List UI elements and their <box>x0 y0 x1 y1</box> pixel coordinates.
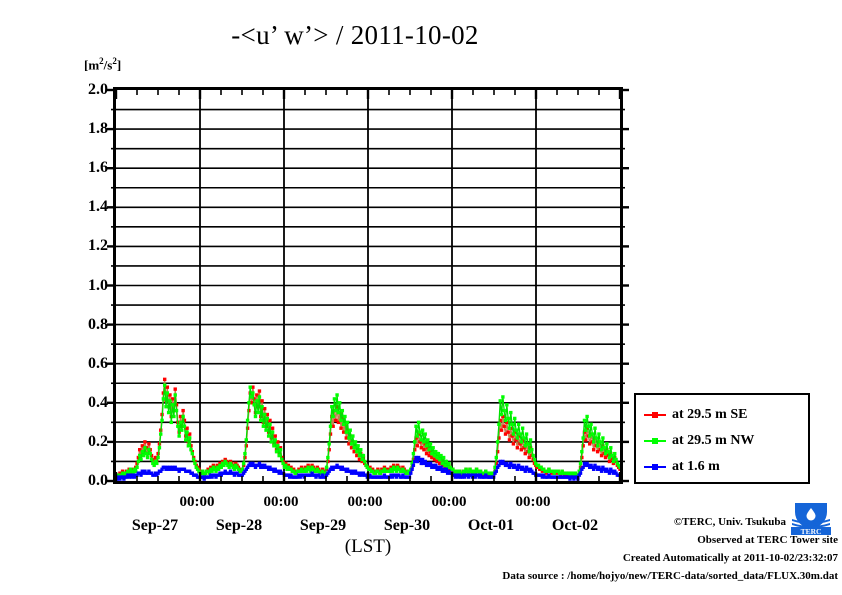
x-time-tick-label: 00:00 <box>263 494 299 510</box>
y-units-sup2: 2 <box>112 56 117 66</box>
footer-data-source: Data source : /home/hojyo/new/TERC-data/… <box>502 570 838 582</box>
footer-created-timestamp: Created Automatically at 2011-10-02/23:3… <box>622 552 838 564</box>
x-date-tick-label: Sep-30 <box>383 517 431 534</box>
y-tick-label: 0.2 <box>88 432 108 450</box>
y-axis-tick-labels: 2.0 1.8 1.6 1.4 1.2 1.0 0.8 0.6 0.4 0.2 0.0 <box>56 82 108 489</box>
legend-marker-icon <box>644 410 666 420</box>
legend-item[interactable]: at 29.5 m NW <box>644 431 754 451</box>
y-tick-label: 1.0 <box>88 276 108 294</box>
footer: ©TERC, Univ. Tsukuba Observed at TERC To… <box>400 512 842 595</box>
y-tick-label: 0.0 <box>88 472 108 489</box>
legend-item[interactable]: at 29.5 m SE <box>644 405 747 425</box>
x-axis-title: (LST) <box>344 536 392 557</box>
footer-observed-site: Observed at TERC Tower site <box>697 534 838 546</box>
legend-item-label: at 29.5 m SE <box>672 407 748 422</box>
y-units-post: ] <box>116 57 122 73</box>
plot-canvas <box>116 90 620 481</box>
series-at-1-6-m <box>116 455 620 481</box>
legend-item-label: at 29.5 m NW <box>672 433 755 448</box>
y-tick-label: 0.4 <box>88 393 108 411</box>
y-tick-label: 1.2 <box>88 237 108 255</box>
y-tick-label: 1.8 <box>88 120 108 138</box>
x-date-tick-label: Sep-29 <box>299 517 347 534</box>
x-time-tick-label: 00:00 <box>347 494 383 510</box>
series-at-29-5-m-nw <box>116 383 620 479</box>
gridlines <box>116 90 620 481</box>
x-date-tick-label: Sep-28 <box>215 517 263 534</box>
y-tick-label: 2.0 <box>88 81 108 98</box>
y-units-sup1: 2 <box>99 56 104 66</box>
y-tick-label: 0.6 <box>88 354 108 372</box>
page-title: -<u’ w’> / 2011-10-02 <box>231 20 479 50</box>
y-tick-label: 1.4 <box>88 198 108 216</box>
y-units-mid: /s <box>103 57 113 73</box>
x-date-tick-label: Oct-01 <box>467 517 515 534</box>
x-date-tick-label: Oct-02 <box>551 517 599 534</box>
legend-marker-icon <box>644 436 666 446</box>
y-tick-label: 0.8 <box>88 315 108 333</box>
legend-marker-icon <box>644 462 666 472</box>
legend-item[interactable]: at 1.6 m <box>644 457 720 477</box>
x-date-tick-label: Sep-27 <box>131 517 179 534</box>
footer-copyright: ©TERC, Univ. Tsukuba <box>673 516 786 528</box>
legend: at 29.5 m SE at 29.5 m NW at 1.6 m <box>634 393 810 484</box>
data-series-layer <box>116 377 620 481</box>
terc-logo-icon: TERC <box>791 503 831 535</box>
y-units-pre: [m <box>84 57 100 73</box>
y-axis-units-label: [m2/s2] <box>84 56 121 73</box>
x-time-tick-label: 00:00 <box>431 494 467 510</box>
x-time-tick-label: 00:00 <box>179 494 215 510</box>
x-time-tick-label: 00:00 <box>515 494 551 510</box>
y-tick-label: 1.6 <box>88 159 108 177</box>
x-axis-tick-labels: 00:00 00:00 00:00 00:00 00:00 Sep-27 Sep-28 Sep… <box>113 484 623 544</box>
plot-area <box>113 87 623 484</box>
terc-logo-text: TERC <box>801 527 822 535</box>
legend-item-label: at 1.6 m <box>672 459 720 474</box>
